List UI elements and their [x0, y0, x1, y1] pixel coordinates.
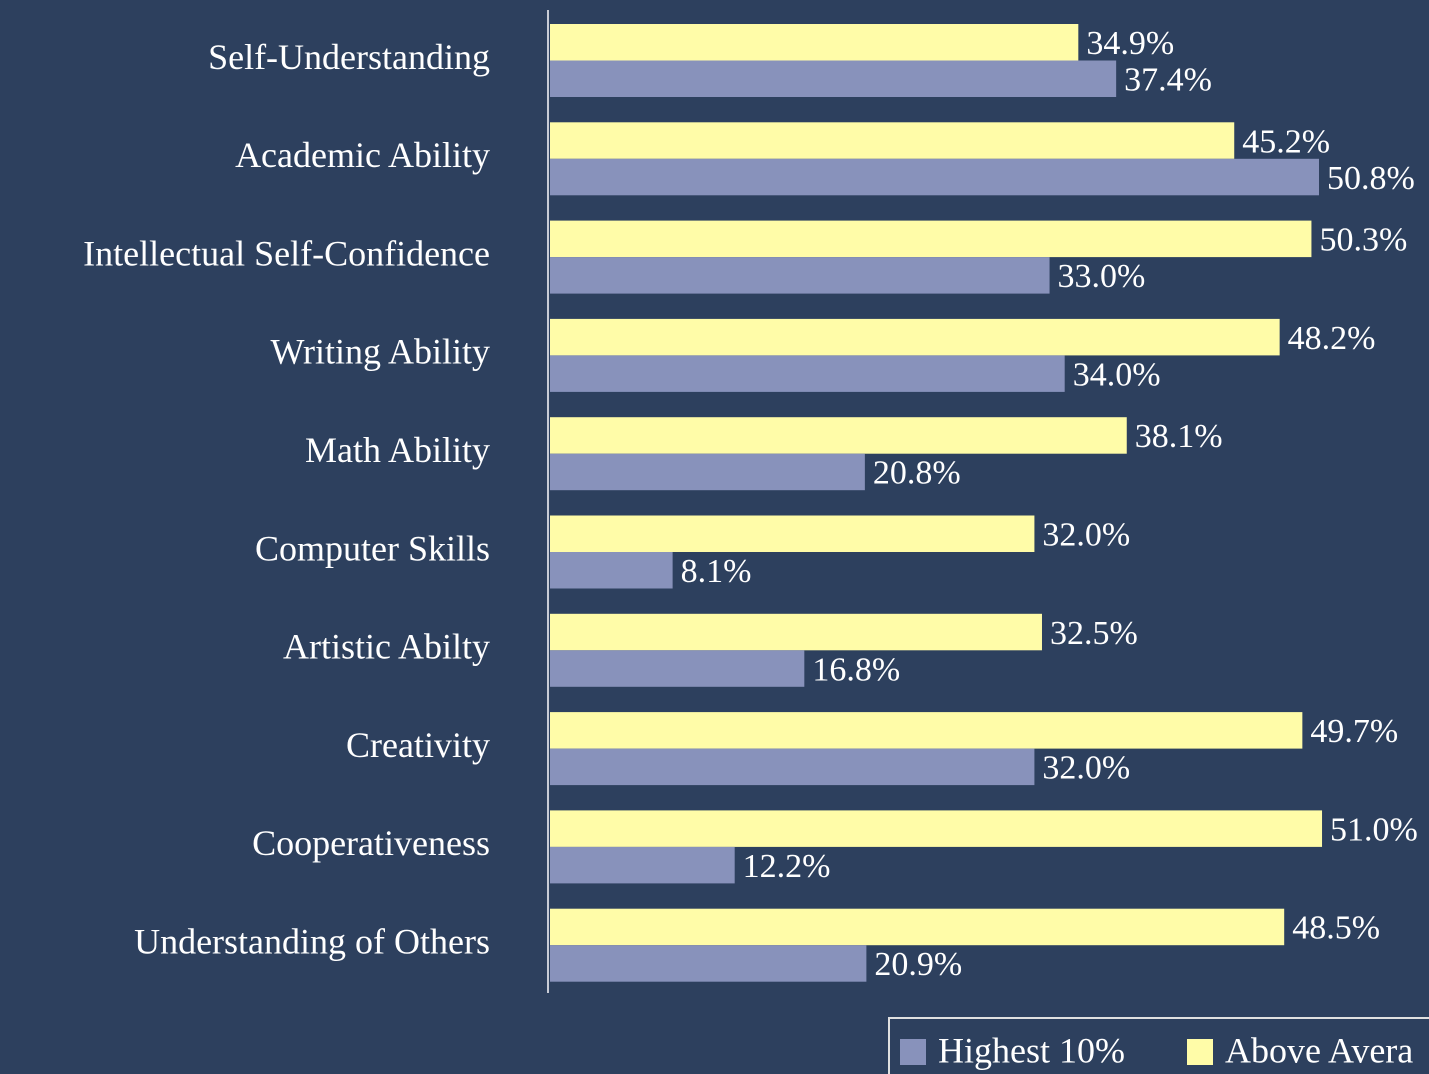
data-label: 50.8%	[1327, 160, 1415, 197]
bar	[550, 945, 867, 982]
bar	[550, 453, 865, 491]
bar	[550, 158, 1320, 196]
data-label: 32.0%	[1042, 750, 1130, 787]
bar	[550, 613, 1042, 651]
bar	[550, 220, 1312, 258]
bar	[550, 650, 805, 687]
bar	[550, 908, 1285, 946]
legend-swatch	[900, 1039, 926, 1065]
legend-label: Above Avera	[1225, 1030, 1413, 1070]
data-label: 16.8%	[812, 651, 900, 688]
data-label: 37.4%	[1124, 62, 1212, 99]
bar	[550, 355, 1065, 392]
data-label: 49.7%	[1310, 713, 1398, 750]
category-label: Academic Ability	[235, 135, 490, 175]
bar	[550, 257, 1050, 294]
data-label: 45.2%	[1242, 123, 1330, 160]
bar	[550, 515, 1035, 552]
data-label: 32.0%	[1042, 517, 1130, 554]
category-label: Artistic Abilty	[283, 627, 490, 667]
category-label: Cooperativeness	[252, 823, 490, 863]
legend-box	[888, 1017, 1429, 1074]
bar	[550, 810, 1323, 847]
legend-label: Highest 10%	[938, 1030, 1125, 1070]
data-label: 20.8%	[873, 455, 961, 492]
category-label: Creativity	[346, 725, 490, 765]
data-label: 32.5%	[1050, 615, 1138, 652]
data-label: 12.2%	[743, 848, 831, 885]
category-label: Understanding of Others	[134, 921, 490, 961]
category-label: Writing Ability	[270, 332, 490, 372]
data-label: 38.1%	[1135, 418, 1223, 455]
category-label: Math Ability	[305, 430, 490, 470]
bar	[550, 60, 1117, 97]
data-label: 8.1%	[681, 553, 752, 590]
category-label: Self-Understanding	[208, 37, 490, 77]
bar	[550, 846, 735, 884]
data-label: 48.2%	[1288, 320, 1376, 357]
data-label: 34.9%	[1086, 25, 1174, 62]
category-label: Intellectual Self-Confidence	[83, 233, 490, 273]
data-label: 48.5%	[1292, 910, 1380, 947]
data-label: 20.9%	[874, 946, 962, 983]
bar	[550, 122, 1235, 159]
bar	[550, 318, 1280, 356]
bar	[550, 552, 673, 589]
bar	[550, 712, 1303, 749]
data-label: 34.0%	[1073, 356, 1161, 393]
data-label: 50.3%	[1319, 222, 1407, 259]
category-label: Computer Skills	[255, 528, 490, 568]
data-label: 33.0%	[1058, 258, 1146, 295]
bar	[550, 748, 1035, 786]
data-label: 51.0%	[1330, 811, 1418, 848]
bar	[550, 24, 1079, 61]
legend-swatch	[1187, 1039, 1213, 1065]
bar	[550, 417, 1127, 454]
